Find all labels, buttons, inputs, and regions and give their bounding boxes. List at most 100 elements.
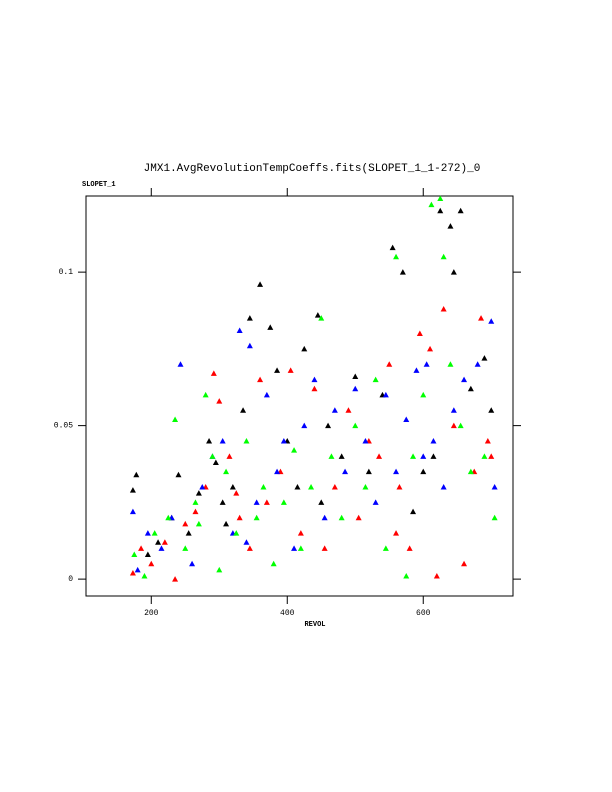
point bbox=[488, 453, 495, 459]
point bbox=[199, 484, 206, 490]
point bbox=[223, 520, 230, 527]
point bbox=[437, 207, 444, 214]
point bbox=[365, 468, 372, 475]
point bbox=[144, 551, 151, 558]
point bbox=[172, 416, 179, 422]
point bbox=[175, 471, 182, 478]
point bbox=[301, 345, 308, 352]
point bbox=[393, 253, 400, 260]
point bbox=[403, 573, 410, 579]
point bbox=[287, 367, 294, 373]
point bbox=[461, 560, 468, 567]
point bbox=[328, 453, 335, 459]
point bbox=[389, 244, 396, 251]
point bbox=[158, 545, 165, 551]
point bbox=[450, 269, 457, 275]
point bbox=[314, 312, 321, 318]
point bbox=[440, 484, 447, 490]
y-axis-label: SLOPET_1 bbox=[82, 181, 116, 189]
point bbox=[148, 560, 155, 567]
point bbox=[318, 499, 325, 505]
point bbox=[206, 437, 213, 444]
x-tick-label: 600 bbox=[416, 609, 431, 618]
point bbox=[318, 315, 325, 321]
point bbox=[274, 367, 281, 373]
point bbox=[481, 355, 488, 361]
point bbox=[226, 453, 233, 459]
point bbox=[172, 576, 179, 582]
point bbox=[138, 545, 145, 551]
point bbox=[177, 361, 184, 367]
point bbox=[382, 391, 389, 398]
point bbox=[212, 459, 219, 465]
point bbox=[291, 545, 298, 551]
point bbox=[396, 484, 403, 490]
point bbox=[192, 508, 199, 515]
point bbox=[372, 499, 379, 505]
point bbox=[297, 545, 304, 551]
point bbox=[437, 195, 444, 201]
point bbox=[457, 422, 464, 429]
point bbox=[447, 361, 454, 367]
point bbox=[141, 573, 148, 579]
point bbox=[236, 327, 243, 333]
x-tick-label: 400 bbox=[280, 609, 295, 618]
point bbox=[362, 484, 369, 490]
point bbox=[129, 487, 136, 493]
point bbox=[263, 499, 270, 505]
y-tick-label: 0.1 bbox=[59, 268, 74, 277]
point bbox=[406, 545, 413, 551]
point bbox=[461, 376, 468, 383]
point bbox=[243, 437, 250, 444]
point bbox=[301, 422, 308, 429]
point bbox=[223, 468, 230, 475]
point bbox=[430, 437, 437, 444]
point bbox=[478, 315, 485, 321]
point bbox=[467, 468, 474, 475]
point bbox=[413, 367, 420, 373]
point bbox=[280, 437, 287, 444]
point bbox=[321, 545, 328, 551]
point bbox=[260, 484, 267, 490]
point bbox=[410, 508, 417, 515]
plot-frame bbox=[85, 195, 514, 597]
x-tick-label: 200 bbox=[144, 609, 159, 618]
point bbox=[342, 468, 349, 475]
point bbox=[280, 499, 287, 505]
point bbox=[420, 453, 427, 459]
point bbox=[210, 370, 217, 376]
point bbox=[233, 490, 240, 496]
point bbox=[257, 376, 264, 383]
point bbox=[229, 484, 236, 490]
point bbox=[403, 416, 410, 422]
point bbox=[161, 539, 168, 545]
point bbox=[189, 560, 196, 567]
point bbox=[240, 407, 247, 413]
point bbox=[151, 530, 158, 536]
point bbox=[331, 407, 338, 413]
point bbox=[182, 545, 189, 551]
point bbox=[321, 514, 328, 521]
point bbox=[291, 447, 298, 453]
point bbox=[297, 530, 304, 536]
point bbox=[386, 361, 393, 367]
point bbox=[331, 484, 338, 490]
point bbox=[416, 330, 423, 337]
point bbox=[372, 376, 379, 383]
point bbox=[410, 453, 417, 459]
point bbox=[491, 514, 498, 521]
point bbox=[393, 530, 400, 536]
point bbox=[433, 573, 440, 579]
point bbox=[474, 361, 481, 367]
point bbox=[352, 373, 359, 380]
point bbox=[393, 468, 400, 475]
point bbox=[399, 269, 406, 275]
point bbox=[131, 551, 138, 558]
point bbox=[457, 207, 464, 214]
point bbox=[420, 391, 427, 398]
point bbox=[308, 484, 315, 490]
point bbox=[345, 407, 352, 413]
point bbox=[430, 453, 437, 459]
